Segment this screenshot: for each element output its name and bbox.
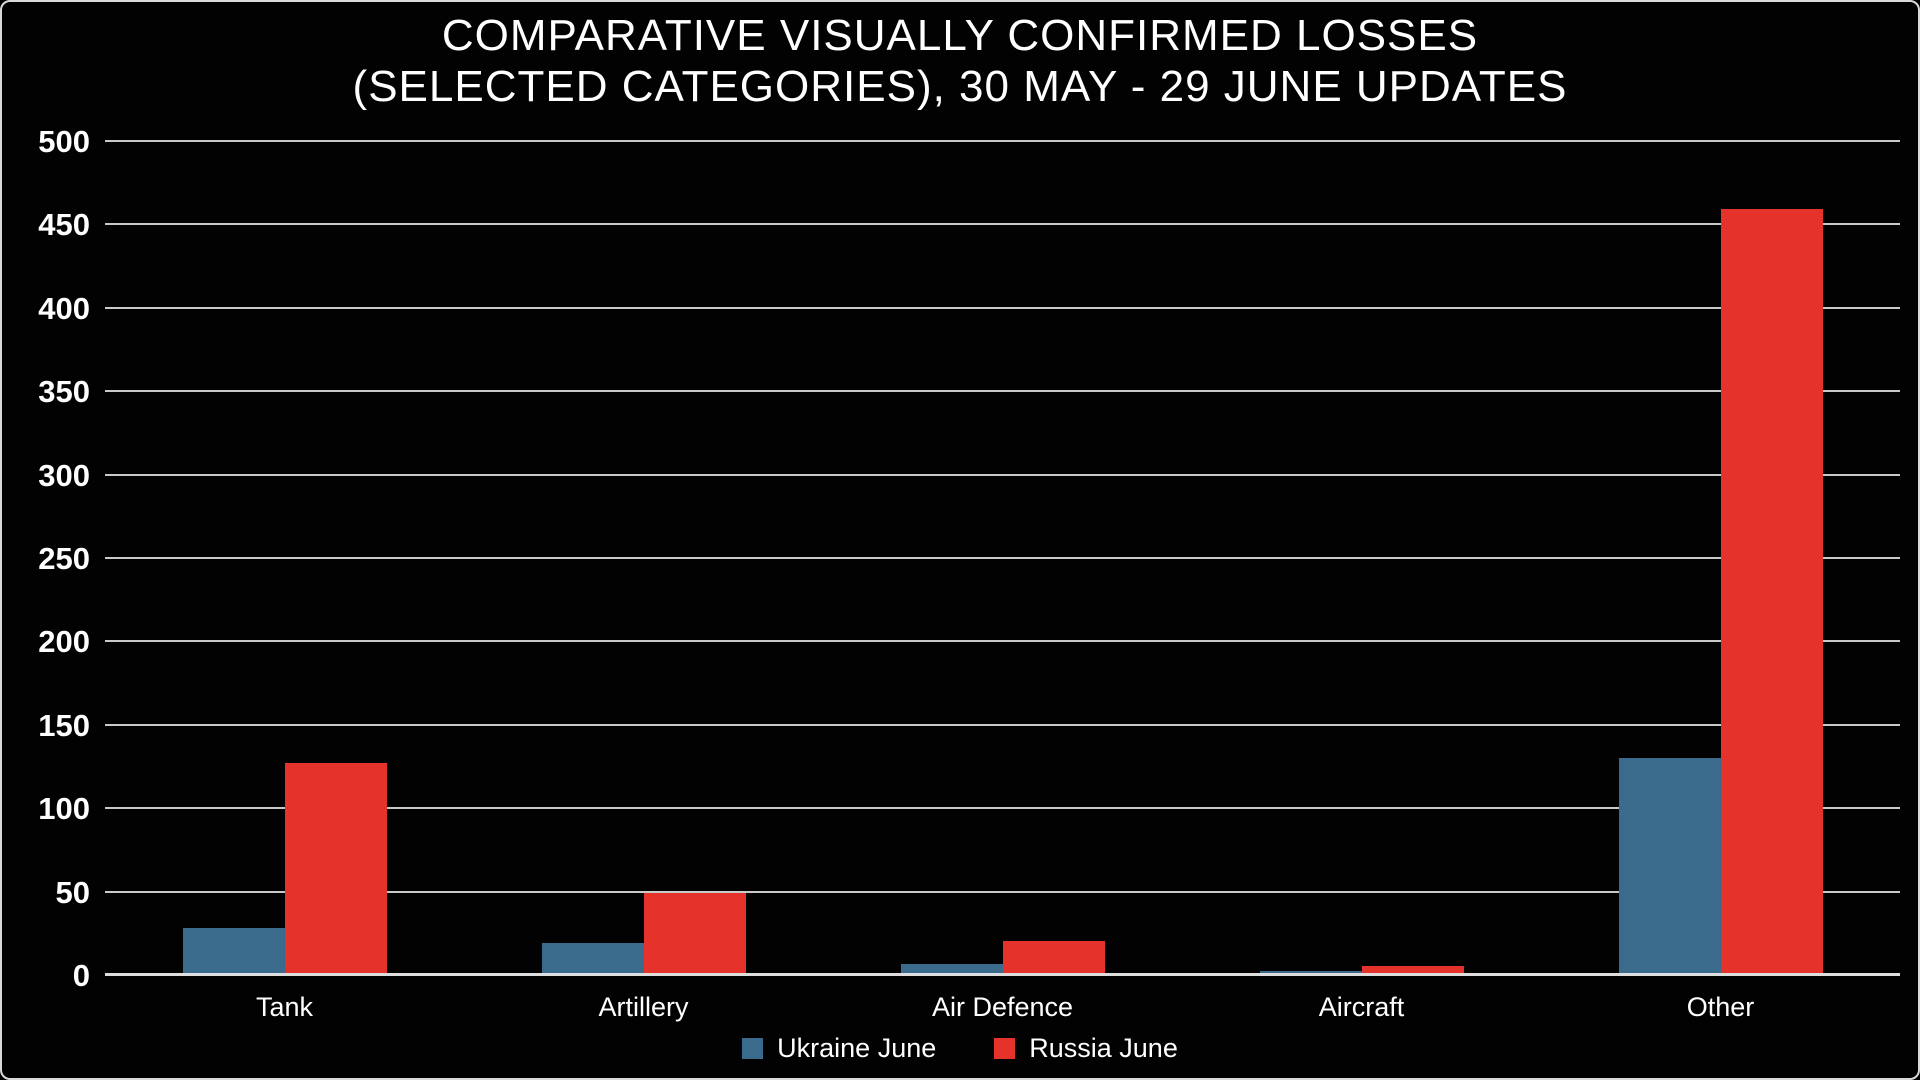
x-tick-label-tank: Tank	[255, 992, 314, 1022]
bar-air-defence-russia-june	[1002, 940, 1105, 976]
y-tick-label-200: 200	[38, 624, 90, 660]
bar-other-russia-june	[1720, 208, 1823, 976]
gridline-300	[105, 473, 1900, 476]
gridline-0	[105, 973, 1900, 976]
y-tick-label-250: 250	[38, 541, 90, 576]
bar-air-defence-ukraine-june	[900, 964, 1003, 976]
chart-title: COMPARATIVE VISUALLY CONFIRMED LOSSES (S…	[2, 10, 1918, 112]
bar-tank-russia-june	[284, 762, 387, 976]
y-tick-label-450: 450	[38, 207, 90, 243]
x-tick-label-air-defence: Air Defence	[931, 992, 1074, 1022]
legend-label-russia: Russia June	[1029, 1033, 1178, 1063]
y-tick-label-50: 50	[55, 874, 90, 910]
bar-artillery-ukraine-june	[541, 942, 644, 976]
legend-swatch-ukraine-icon	[742, 1038, 764, 1059]
y-tick-label-350: 350	[38, 374, 90, 410]
bar-groups	[105, 142, 1900, 976]
x-tick-label-aircraft: Aircraft	[1318, 992, 1405, 1022]
bar-group-aircraft	[1182, 142, 1541, 976]
legend-swatch-russia-icon	[994, 1038, 1016, 1059]
y-tick-label-300: 300	[38, 457, 90, 493]
y-tick-label-0: 0	[72, 958, 90, 993]
y-tick-label-100: 100	[38, 791, 90, 827]
gridline-350	[105, 390, 1900, 393]
gridline-50	[105, 890, 1900, 893]
gridline-450	[105, 223, 1900, 226]
bar-group-tank	[105, 142, 464, 976]
chart-title-line2: (SELECTED CATEGORIES), 30 MAY - 29 JUNE …	[352, 62, 1568, 111]
bar-group-air-defence	[823, 142, 1182, 976]
bar-aircraft-russia-june	[1361, 966, 1464, 976]
gridline-250	[105, 557, 1900, 559]
x-axis-labels: Tank Artillery Air Defence Aircraft Other	[105, 992, 1900, 1023]
bar-artillery-russia-june	[643, 892, 746, 976]
gridline-400	[105, 306, 1900, 309]
plot-area	[105, 140, 1900, 976]
x-tick-label-artillery: Artillery	[598, 992, 689, 1022]
bar-group-artillery	[464, 142, 823, 976]
legend-label-ukraine: Ukraine June	[777, 1033, 937, 1063]
bar-tank-ukraine-june	[182, 927, 285, 976]
legend-item-ukraine: Ukraine June	[742, 1033, 936, 1064]
y-tick-label-500: 500	[38, 124, 90, 159]
chart-title-line1: COMPARATIVE VISUALLY CONFIRMED LOSSES	[441, 11, 1479, 60]
legend-item-russia: Russia June	[994, 1033, 1178, 1064]
gridline-200	[105, 640, 1900, 643]
bar-group-other	[1541, 142, 1900, 976]
gridline-500	[105, 140, 1900, 142]
x-tick-label-other: Other	[1686, 992, 1755, 1022]
gridline-150	[105, 723, 1900, 726]
y-tick-label-400: 400	[38, 290, 90, 326]
bar-other-ukraine-june	[1618, 757, 1721, 976]
gridline-100	[105, 807, 1900, 810]
legend: Ukraine June Russia June	[2, 1033, 1918, 1064]
y-tick-label-150: 150	[38, 707, 90, 743]
